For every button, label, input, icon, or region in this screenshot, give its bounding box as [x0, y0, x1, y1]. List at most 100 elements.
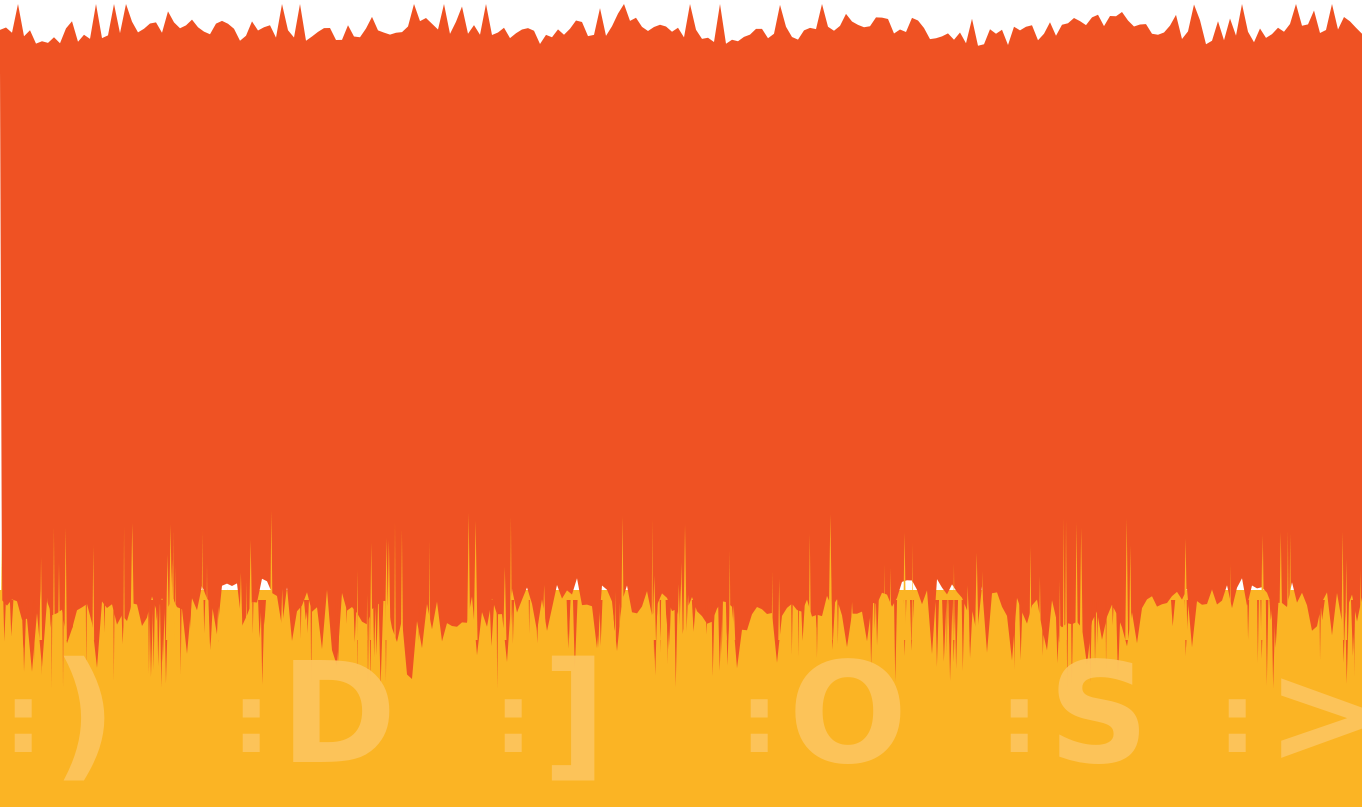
orange-drip: [103, 600, 106, 633]
yellow-bristle: [429, 540, 431, 640]
yellow-bristle: [366, 593, 368, 640]
orange-drip: [367, 600, 370, 686]
yellow-bristle: [981, 571, 984, 640]
yellow-bristle: [732, 604, 736, 640]
orange-drip: [1070, 600, 1074, 685]
orange-drip: [373, 600, 376, 658]
yellow-bristle: [503, 566, 507, 640]
orange-drip: [335, 600, 338, 641]
orange-drip: [1320, 600, 1325, 621]
orange-brush-band: [0, 4, 1362, 679]
yellow-bristle: [1065, 520, 1067, 640]
orange-drip: [378, 600, 384, 687]
yellow-bristle: [778, 578, 781, 640]
yellow-bristle: [911, 542, 913, 640]
yellow-bristle: [621, 515, 624, 640]
yellow-bristle: [974, 552, 979, 640]
orange-drip: [353, 600, 357, 643]
orange-drip: [337, 600, 340, 665]
orange-drip: [189, 600, 192, 629]
yellow-bristle: [387, 540, 391, 640]
orange-drip: [954, 600, 959, 669]
yellow-bristle: [1062, 517, 1065, 640]
orange-drip: [148, 600, 151, 674]
orange-drip: [946, 600, 948, 654]
yellow-bristle: [1287, 530, 1289, 640]
yellow-bristle: [45, 597, 49, 640]
orange-drip: [1062, 600, 1064, 623]
orange-drip: [300, 600, 302, 639]
orange-drip: [1136, 600, 1138, 632]
orange-drip: [874, 600, 876, 630]
orange-drip: [1353, 600, 1356, 677]
orange-drip: [421, 600, 425, 637]
yellow-bristle: [206, 562, 208, 640]
orange-drip: [1115, 600, 1121, 677]
orange-drip: [85, 600, 87, 672]
yellow-bristle: [64, 527, 67, 640]
orange-drip: [705, 600, 709, 635]
orange-drip: [875, 600, 879, 646]
yellow-bristle: [370, 542, 373, 640]
yellow-bristle: [1262, 547, 1264, 640]
orange-drip: [894, 600, 898, 682]
yellow-bristle: [1059, 579, 1061, 640]
orange-drip: [691, 600, 697, 632]
orange-drip: [597, 600, 600, 648]
orange-drip: [816, 600, 819, 659]
orange-drip: [306, 600, 309, 634]
orange-drip: [9, 600, 14, 637]
yellow-bristle: [123, 526, 125, 640]
yellow-bristle: [474, 566, 477, 640]
yellow-bristle: [677, 584, 681, 640]
orange-drip: [1047, 600, 1052, 628]
orange-drip: [674, 600, 678, 688]
orange-drip: [310, 600, 313, 685]
yellow-bristle: [245, 580, 247, 640]
yellow-bristle: [686, 594, 691, 640]
yellow-bristle: [889, 567, 892, 640]
yellow-bristle: [1183, 538, 1188, 640]
yellow-bristle: [542, 584, 546, 640]
yellow-bristle: [902, 532, 907, 640]
yellow-bristle: [269, 510, 273, 640]
orange-drip: [599, 600, 603, 647]
orange-drip: [3, 600, 6, 642]
orange-drip: [203, 600, 206, 634]
yellow-bristle: [58, 562, 60, 640]
orange-drip: [346, 600, 348, 625]
orange-drip: [1088, 600, 1093, 683]
orange-drip: [70, 600, 76, 630]
orange-drip: [869, 600, 874, 667]
yellow-bristle: [165, 554, 170, 640]
yellow-bristle: [657, 600, 661, 640]
yellow-bristle: [729, 550, 731, 640]
orange-drip: [1273, 600, 1279, 648]
orange-drip: [152, 600, 155, 671]
yellow-bristle: [614, 591, 616, 640]
orange-drip: [208, 600, 213, 645]
orange-drip: [157, 600, 160, 667]
yellow-bristle: [39, 557, 43, 640]
orange-drip: [33, 600, 35, 663]
yellow-bristle: [1229, 564, 1232, 640]
yellow-bristle: [771, 570, 773, 640]
orange-drip: [791, 600, 793, 655]
yellow-bristle: [953, 563, 955, 640]
yellow-bristle: [525, 591, 529, 640]
orange-drip: [51, 600, 53, 689]
orange-drip: [28, 600, 34, 644]
orange-drip: [1257, 600, 1259, 663]
yellow-bristle: [1075, 522, 1078, 640]
orange-drip: [718, 600, 723, 671]
orange-drip: [252, 600, 254, 635]
orange-drip: [1271, 600, 1276, 689]
orange-drip: [614, 600, 618, 622]
emoticon-smile: :): [4, 633, 123, 796]
orange-drip: [659, 600, 662, 653]
orange-drip: [1094, 600, 1097, 665]
orange-drip: [800, 600, 806, 642]
orange-drip: [260, 600, 265, 685]
